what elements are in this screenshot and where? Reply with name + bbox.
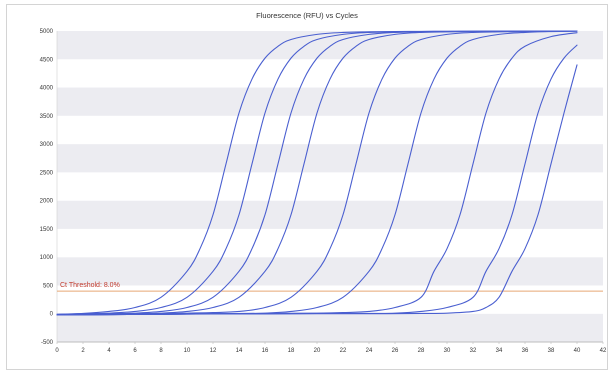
y-tick-label: 3500 bbox=[40, 114, 54, 120]
y-tick-label: 2000 bbox=[40, 199, 54, 205]
grid-band bbox=[57, 31, 603, 60]
y-tick-label: 500 bbox=[43, 283, 54, 289]
x-tick-label: 38 bbox=[548, 348, 555, 354]
y-tick-label: 3000 bbox=[40, 142, 54, 148]
grid-band bbox=[57, 172, 603, 201]
x-tick-label: 32 bbox=[470, 348, 477, 354]
amplification-curve-4 bbox=[56, 30, 578, 316]
x-tick-label: 14 bbox=[236, 348, 243, 354]
grid-band bbox=[57, 257, 603, 286]
y-tick-label: 4500 bbox=[40, 57, 54, 63]
amplification-curve-9 bbox=[56, 64, 578, 316]
y-tick-label: -500 bbox=[41, 340, 54, 346]
x-tick-label: 6 bbox=[133, 348, 137, 354]
x-tick-label: 8 bbox=[159, 348, 163, 354]
x-tick-label: 26 bbox=[392, 348, 399, 354]
x-tick-label: 20 bbox=[314, 348, 321, 354]
x-tick-label: 4 bbox=[107, 348, 111, 354]
y-tick-label: 1000 bbox=[40, 255, 54, 261]
y-tick-label: 1500 bbox=[40, 227, 54, 233]
x-tick-label: 36 bbox=[522, 348, 529, 354]
y-tick-label: 2500 bbox=[40, 170, 54, 176]
x-tick-label: 0 bbox=[55, 348, 59, 354]
y-tick-label: 0 bbox=[50, 312, 54, 318]
x-tick-label: 22 bbox=[340, 348, 347, 354]
grid-band bbox=[57, 87, 603, 116]
x-tick-label: 18 bbox=[288, 348, 295, 354]
y-tick-label: 4000 bbox=[40, 86, 54, 92]
grid-band bbox=[57, 285, 603, 314]
x-tick-label: 24 bbox=[366, 348, 373, 354]
x-tick-label: 12 bbox=[210, 348, 217, 354]
ct-threshold-label: Ct Threshold: 8.0% bbox=[60, 282, 120, 289]
x-tick-label: 34 bbox=[496, 348, 503, 354]
chart-frame: Ct Threshold: 8.0% 0 2 4 6 8 10 12 14 16 18 20 22 24… bbox=[6, 4, 608, 370]
y-tick-label: 5000 bbox=[40, 29, 54, 35]
amplification-curve-5 bbox=[56, 30, 578, 316]
x-tick-label: 16 bbox=[262, 348, 269, 354]
x-tick-label: 10 bbox=[184, 348, 191, 354]
grid-band bbox=[57, 115, 603, 145]
x-tick-label: 42 bbox=[600, 348, 607, 354]
fluorescence-chart: Ct Threshold: 8.0% 0 2 4 6 8 10 12 14 16 18 20 22 24… bbox=[40, 11, 607, 354]
grid-band bbox=[57, 59, 603, 88]
grid-band bbox=[57, 313, 603, 342]
grid-band bbox=[57, 228, 603, 258]
x-tick-label: 28 bbox=[418, 348, 425, 354]
chart-title: Fluorescence (RFU) vs Cycles bbox=[256, 11, 358, 20]
grid-band bbox=[57, 200, 603, 229]
x-tick-label: 2 bbox=[81, 348, 85, 354]
grid-band bbox=[57, 144, 603, 173]
x-tick-label: 40 bbox=[574, 348, 581, 354]
x-tick-label: 30 bbox=[444, 348, 451, 354]
